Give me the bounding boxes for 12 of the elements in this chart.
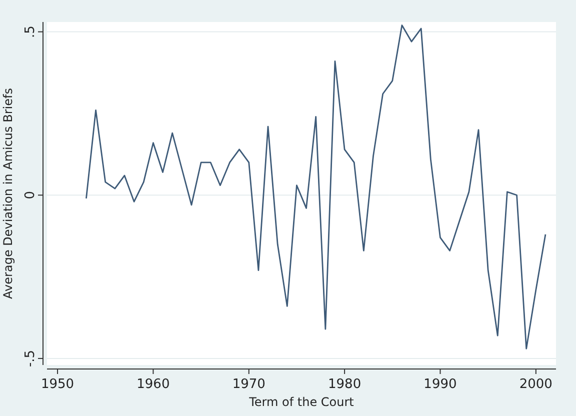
x-tick-label: 2000 [519,377,552,392]
y-tick-label: .5 [23,26,38,38]
x-tick-label: 1950 [40,377,74,392]
y-axis-title: Average Deviation in Amicus Briefs [1,88,15,299]
x-tick-label: 1980 [328,377,362,392]
y-tick-label: -.5 [23,350,38,368]
x-tick-label: 1960 [136,377,170,392]
x-axis-title: Term of the Court [248,395,354,409]
x-tick-label: 1970 [232,377,266,392]
y-tick-label: 0 [23,190,38,200]
x-tick-label: 1990 [424,377,457,392]
line-series [86,24,546,350]
